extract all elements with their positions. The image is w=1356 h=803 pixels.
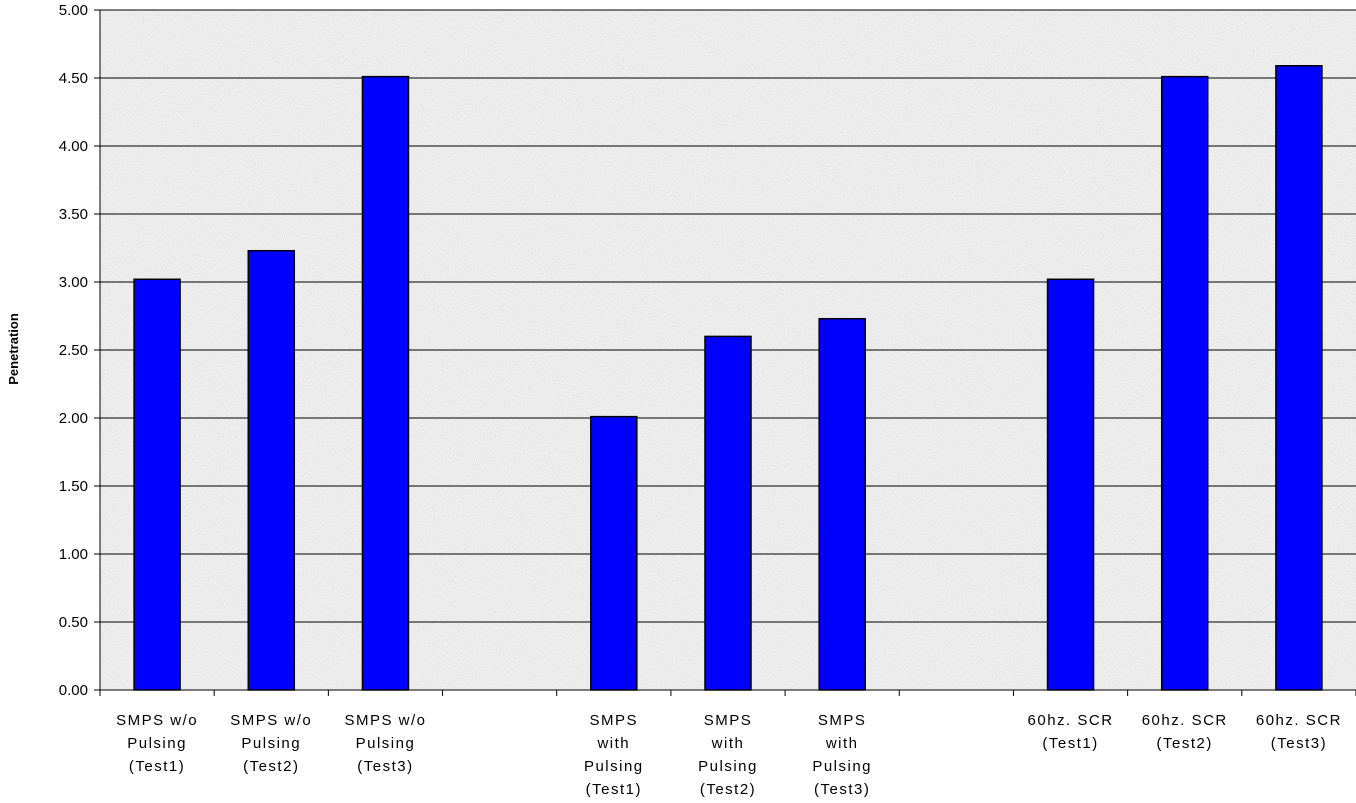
axes xyxy=(94,9,1356,696)
y-tick-label: 5.00 xyxy=(59,2,88,19)
x-tick-label: SMPS xyxy=(590,712,639,729)
y-tick-label: 4.50 xyxy=(59,70,88,87)
x-tick-label: with xyxy=(596,735,630,752)
x-tick-label: (Test3) xyxy=(1271,735,1327,752)
y-tick-label: 0.00 xyxy=(59,682,88,699)
y-tick-label: 2.50 xyxy=(59,342,88,359)
bar xyxy=(818,317,866,691)
y-tick-labels: 0.00 0.50 1.00 1.50 2.00 2.50 3.00 3.50 4.00 4.50… xyxy=(59,2,88,699)
x-tick-label: SMPS w/o xyxy=(116,712,198,729)
x-tick-label: SMPS xyxy=(818,712,867,729)
bars xyxy=(133,65,1323,691)
bar xyxy=(1275,65,1323,691)
x-tick-label: with xyxy=(711,735,745,752)
x-tick-label: SMPS xyxy=(704,712,753,729)
y-tick-label: 1.50 xyxy=(59,478,88,495)
x-tick-label: Pulsing xyxy=(356,735,416,752)
x-tick-label: (Test2) xyxy=(243,758,299,775)
x-tick-label: Pulsing xyxy=(241,735,301,752)
x-tick-label: SMPS w/o xyxy=(230,712,312,729)
x-tick-label: (Test3) xyxy=(814,781,870,798)
x-tick-label: 60hz. SCR xyxy=(1028,712,1114,729)
x-tick-label: 60hz. SCR xyxy=(1256,712,1342,729)
x-tick-label: (Test1) xyxy=(586,781,642,798)
x-tick-label: Pulsing xyxy=(127,735,187,752)
bar xyxy=(247,249,296,691)
y-tick-label: 4.00 xyxy=(59,138,88,155)
x-tick-label: 60hz. SCR xyxy=(1142,712,1228,729)
bar xyxy=(1160,75,1209,691)
bar xyxy=(590,415,638,691)
y-tick-label: 3.50 xyxy=(59,206,88,223)
x-tick-label: Pulsing xyxy=(584,758,644,775)
y-tick-label: 2.00 xyxy=(59,410,88,427)
x-tick-label: SMPS w/o xyxy=(344,712,426,729)
x-tick-label: (Test2) xyxy=(1157,735,1213,752)
x-tick-label: (Test1) xyxy=(1042,735,1098,752)
x-tick-label: with xyxy=(825,735,859,752)
bar xyxy=(704,335,752,691)
y-tick-label: 3.00 xyxy=(59,274,88,291)
x-tick-label: (Test1) xyxy=(129,758,185,775)
x-tick-label: Pulsing xyxy=(812,758,872,775)
bar xyxy=(133,278,181,691)
y-axis-label: Penetration xyxy=(6,313,21,385)
x-tick-label: (Test2) xyxy=(700,781,756,798)
x-tick-label: Pulsing xyxy=(698,758,758,775)
bar xyxy=(361,75,410,691)
bar xyxy=(1046,278,1095,691)
y-tick-label: 1.00 xyxy=(59,546,88,563)
x-tick-labels: SMPS w/o Pulsing (Test1) SMPS w/o Pulsing (Te… xyxy=(116,712,1342,798)
x-tick-label: (Test3) xyxy=(357,758,413,775)
y-tick-label: 0.50 xyxy=(59,614,88,631)
